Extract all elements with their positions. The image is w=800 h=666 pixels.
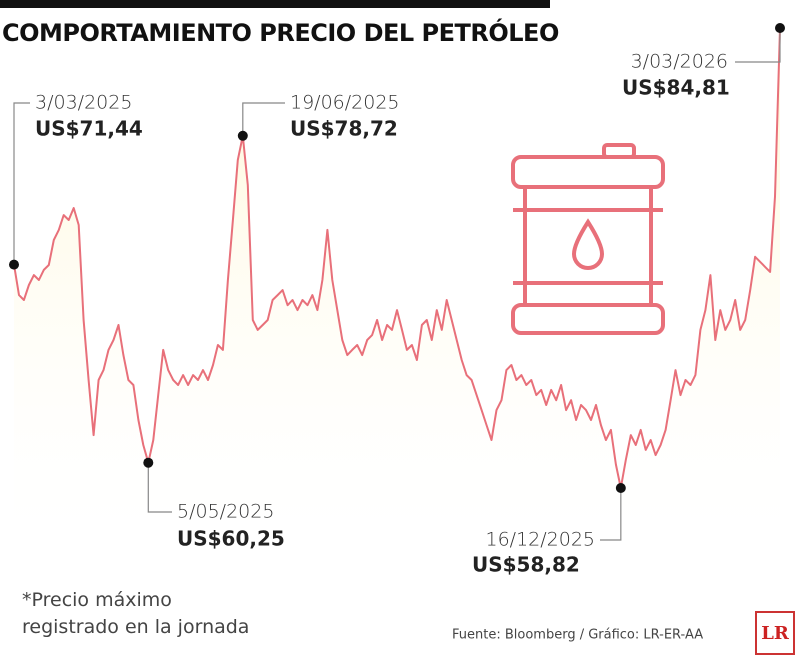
- annotation-date: 19/06/2025: [290, 92, 400, 114]
- source: Fuente: Bloomberg / Gráfico: LR-ER-AA: [452, 628, 703, 643]
- logo: LR: [761, 623, 790, 644]
- price-line: [13, 27, 781, 489]
- leader-line: [600, 488, 622, 541]
- annotation-date: 16/12/2025: [485, 529, 595, 551]
- annotation-date: 3/03/2026: [631, 51, 728, 73]
- annotation-point: [237, 130, 248, 141]
- annotation-date: 5/05/2025: [177, 501, 274, 523]
- chart-title: COMPORTAMIENTO PRECIO DEL PETRÓLEO: [2, 17, 559, 47]
- leader-line: [147, 462, 172, 513]
- area: [14, 28, 780, 560]
- annotation-point: [9, 259, 19, 270]
- note: *Precio máximo registrado en la jornada: [22, 589, 249, 638]
- annotation-date: 3/03/2025: [35, 92, 132, 114]
- leader-line: [242, 102, 285, 136]
- leader-line: [13, 102, 30, 265]
- annotation-value: US$71,44: [35, 117, 143, 141]
- annotation-point: [775, 23, 785, 33]
- note-line: registrado en la jornada: [22, 616, 249, 638]
- annotation-point: [615, 483, 626, 493]
- annotation-point: [143, 457, 154, 468]
- barrel-icon: [511, 143, 665, 335]
- annotation-value: US$78,72: [290, 117, 398, 141]
- note-line: *Precio máximo: [22, 589, 172, 611]
- annotation-value: US$58,82: [472, 553, 580, 577]
- logo-box: [755, 611, 795, 655]
- title-bar: [0, 0, 550, 8]
- annotation-value: US$84,81: [622, 76, 730, 100]
- leader-line: [735, 28, 781, 63]
- annotation-value: US$60,25: [177, 527, 285, 551]
